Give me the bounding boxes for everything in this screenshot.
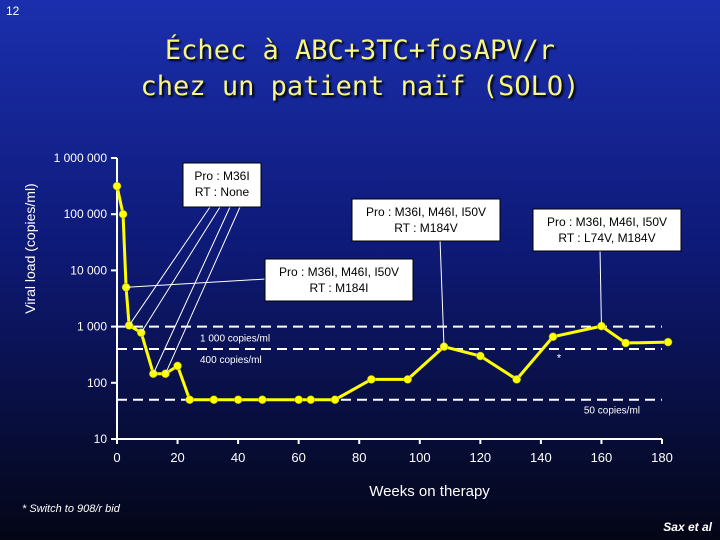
callout-text: RT : L74V, M184V bbox=[558, 231, 655, 245]
x-axis-label: Weeks on therapy bbox=[369, 483, 490, 500]
callout-box bbox=[351, 198, 501, 242]
data-point bbox=[548, 332, 558, 341]
x-tick-label: 100 bbox=[409, 450, 431, 465]
threshold-label: 1 000 copies/ml bbox=[200, 334, 270, 345]
callout-text: Pro : M36I, M46I, I50V bbox=[279, 265, 399, 279]
y-tick-label: 10 000 bbox=[70, 263, 107, 277]
callout-leader bbox=[126, 278, 267, 288]
callout-leader bbox=[140, 206, 221, 333]
title-line-2: chez un patient naïf (SOLO) bbox=[140, 71, 580, 102]
callout-leader bbox=[439, 238, 445, 347]
y-tick-label: 10 bbox=[94, 432, 108, 446]
data-point bbox=[367, 375, 376, 384]
callout-leader bbox=[152, 206, 231, 374]
x-tick-label: 180 bbox=[651, 450, 673, 465]
callout-leader bbox=[599, 248, 602, 327]
footnote: * Switch to 908/r bid bbox=[22, 503, 120, 515]
data-point bbox=[663, 337, 673, 347]
callout-text: Pro : M36I, M46I, I50V bbox=[547, 215, 667, 229]
y-tick-label: 1 000 bbox=[77, 320, 107, 334]
callout-text: RT : M184I bbox=[310, 281, 369, 295]
data-point bbox=[621, 338, 630, 348]
y-tick-label: 1 000 000 bbox=[54, 151, 108, 165]
y-tick-label: 100 000 bbox=[64, 207, 108, 221]
title-line-1: Échec à ABC+3TC+fosAPV/r bbox=[164, 35, 556, 66]
callout-leader bbox=[128, 206, 211, 326]
threshold-label: 400 copies/ml bbox=[200, 355, 262, 366]
data-point bbox=[294, 395, 303, 404]
callout-text: Pro : M36I, M46I, I50V bbox=[366, 205, 486, 219]
data-point bbox=[209, 395, 219, 404]
callout-box bbox=[182, 162, 262, 208]
callout-text: Pro : M36I bbox=[194, 169, 249, 183]
x-tick-label: 60 bbox=[291, 450, 305, 465]
threshold-label: 50 copies/ml bbox=[584, 406, 640, 417]
switch-marker-asterisk: * bbox=[557, 353, 562, 365]
data-point bbox=[233, 395, 243, 404]
data-point bbox=[512, 375, 521, 384]
data-point bbox=[118, 209, 128, 219]
x-tick-label: 80 bbox=[352, 450, 366, 465]
callout-box bbox=[532, 208, 682, 252]
slide-title: Échec à ABC+3TC+fosAPV/r chez un patient… bbox=[0, 33, 720, 105]
callout-text: RT : None bbox=[195, 185, 250, 199]
data-point bbox=[185, 395, 194, 404]
data-point bbox=[112, 181, 122, 191]
data-point bbox=[258, 395, 267, 404]
y-axis-label: Viral load (copies/ml) bbox=[22, 183, 38, 313]
source-citation: Sax et al bbox=[663, 520, 712, 534]
slide-number: 12 bbox=[6, 4, 20, 18]
x-tick-label: 140 bbox=[530, 450, 552, 465]
x-tick-label: 40 bbox=[231, 450, 245, 465]
callout-box bbox=[264, 258, 414, 302]
data-point bbox=[403, 375, 412, 384]
callout-text: RT : M184V bbox=[394, 221, 458, 235]
data-point bbox=[306, 395, 316, 404]
x-tick-label: 0 bbox=[113, 450, 120, 465]
y-tick-label: 100 bbox=[87, 376, 107, 390]
callout-leader bbox=[164, 206, 241, 374]
data-point bbox=[173, 361, 182, 371]
x-tick-label: 20 bbox=[170, 450, 184, 465]
data-point bbox=[330, 395, 340, 404]
x-tick-label: 120 bbox=[469, 450, 491, 465]
x-tick-label: 160 bbox=[591, 450, 613, 465]
data-point bbox=[476, 351, 485, 361]
